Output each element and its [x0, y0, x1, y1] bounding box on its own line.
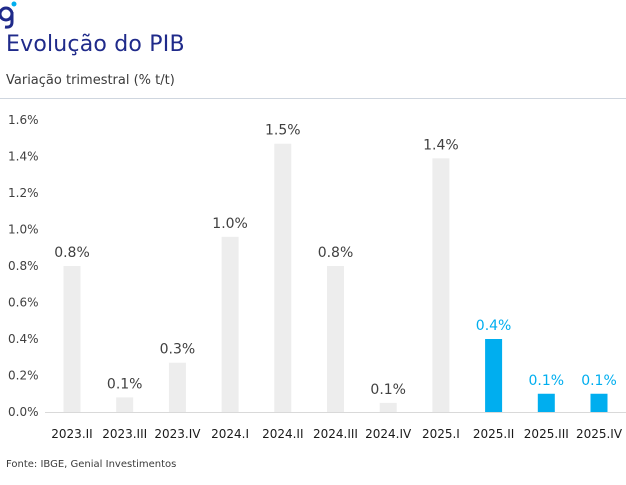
y-tick-label: 0.4% — [8, 332, 39, 346]
x-tick-label: 2025.III — [524, 427, 569, 441]
bar — [485, 339, 503, 412]
data-label: 1.5% — [265, 123, 301, 139]
data-label: 0.4% — [476, 318, 512, 334]
bar — [63, 266, 81, 412]
bar — [116, 397, 134, 412]
genial-logo — [0, 1, 17, 29]
y-tick-label: 1.4% — [8, 150, 39, 164]
x-tick-label: 2025.II — [473, 427, 514, 441]
bar — [168, 362, 186, 412]
header-divider — [0, 98, 626, 99]
bar — [221, 236, 239, 412]
data-label: 0.3% — [160, 342, 196, 358]
y-tick-label: 1.0% — [8, 223, 39, 237]
x-tick-label: 2024.IV — [365, 427, 412, 441]
data-label: 0.8% — [54, 245, 90, 261]
x-tick-label: 2024.I — [211, 427, 249, 441]
x-tick-label: 2025.IV — [576, 427, 623, 441]
data-label: 0.1% — [370, 382, 406, 398]
data-label: 0.8% — [318, 245, 354, 261]
x-tick-label: 2025.I — [422, 427, 460, 441]
bar — [590, 393, 608, 412]
data-label: 0.1% — [107, 376, 143, 392]
page-title: Evolução do PIB — [6, 32, 185, 57]
y-tick-label: 0.0% — [8, 405, 39, 419]
y-tick-label: 0.8% — [8, 259, 39, 273]
x-tick-label: 2024.III — [313, 427, 358, 441]
bar — [432, 158, 450, 412]
data-label: 1.4% — [423, 137, 459, 153]
gdp-bar-chart: 0.0% 0.2% 0.4% 0.6% 0.8% 1.0% 1.2% 1.4% 1.6% 0.8%… — [8, 113, 626, 441]
data-label: 1.0% — [212, 216, 248, 232]
bar — [274, 143, 292, 412]
data-label: 0.1% — [529, 373, 565, 389]
y-tick-label: 1.2% — [8, 186, 39, 200]
x-tick-label: 2023.IV — [154, 427, 201, 441]
data-label: 0.1% — [581, 373, 617, 389]
x-tick-label: 2023.III — [102, 427, 147, 441]
y-tick-label: 1.6% — [8, 113, 39, 127]
x-tick-label: 2023.II — [51, 427, 92, 441]
chart-subtitle: Variação trimestral (% t/t) — [6, 73, 175, 88]
x-tick-label: 2024.II — [262, 427, 303, 441]
y-tick-label: 0.6% — [8, 296, 39, 310]
bar — [537, 393, 555, 412]
bar — [379, 402, 397, 412]
source-note: Fonte: IBGE, Genial Investimentos — [6, 459, 177, 470]
y-tick-label: 0.2% — [8, 369, 39, 383]
bar — [327, 266, 344, 412]
